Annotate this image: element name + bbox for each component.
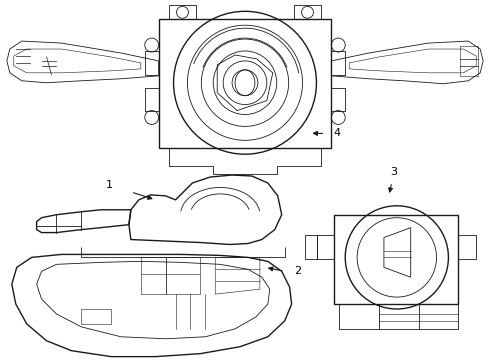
Text: 1: 1 — [105, 180, 113, 190]
Text: 2: 2 — [294, 266, 301, 276]
Text: 3: 3 — [391, 167, 397, 177]
Text: 4: 4 — [334, 129, 341, 138]
